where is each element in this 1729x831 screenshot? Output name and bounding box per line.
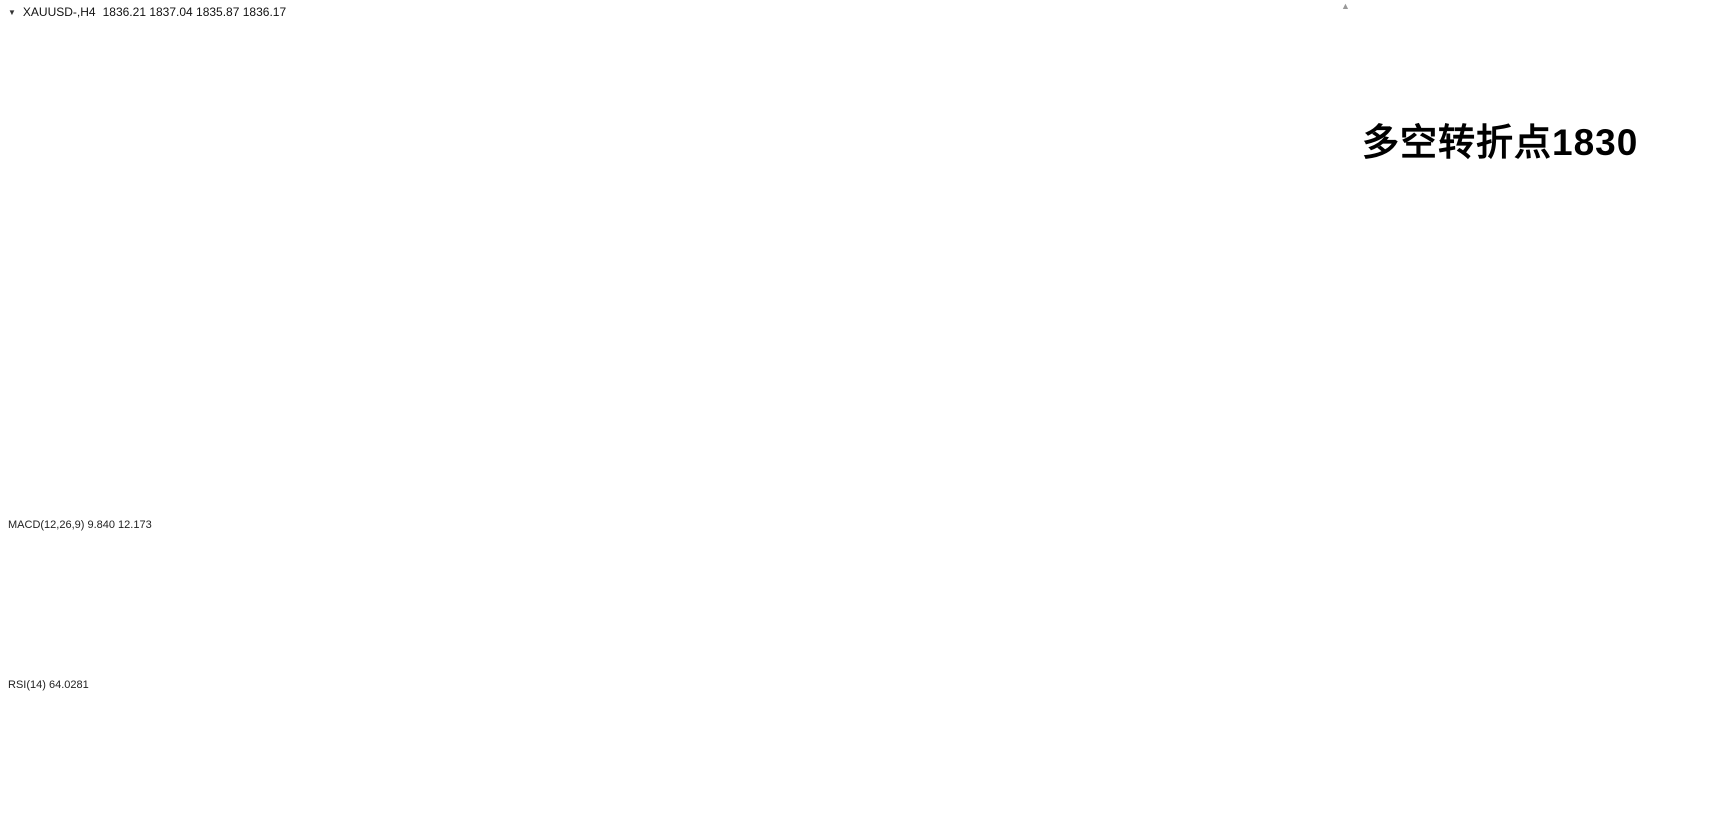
chart-symbol-timeframe: XAUUSD-,H4 <box>22 5 96 19</box>
macd-indicator-label: MACD(12,26,9) 9.840 12.173 <box>8 519 152 531</box>
chart-ohlc-values: 1836.21 1837.04 1835.87 1836.17 <box>102 5 287 19</box>
symbol-dropdown-icon[interactable]: ▼ <box>8 7 16 17</box>
chart-annotation-text[interactable]: 多空转折点1830 <box>1362 122 1639 163</box>
chart-shift-icon[interactable]: ▲ <box>1341 1 1350 11</box>
rsi-indicator-label: RSI(14) 64.0281 <box>8 679 89 691</box>
chart-header: ▼ XAUUSD-,H4 1836.21 1837.04 1835.87 183… <box>8 5 286 19</box>
